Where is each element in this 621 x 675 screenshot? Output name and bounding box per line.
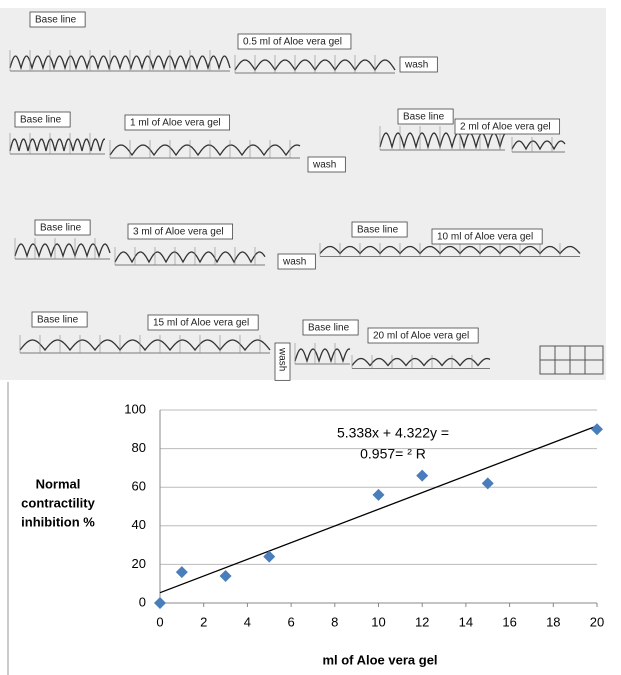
y-axis-title: Normal [36,476,81,491]
x-tick-label: 2 [200,614,207,629]
tracing-label: wash [404,60,428,71]
x-tick-label: 14 [459,614,473,629]
tracing-label: 10 ml of Aloe vera gel [437,232,533,243]
tracing-label: 15 ml of Aloe vera gel [153,318,249,329]
tracing-label: Base line [403,112,445,123]
x-axis-title: ml of Aloe vera gel [322,652,437,667]
point [591,423,603,435]
point [154,597,166,609]
point [416,470,428,482]
tracing-label: Base line [40,223,82,234]
x-tick-label: 8 [331,614,338,629]
y-tick-label: 80 [132,440,146,455]
tracing-label: wash [282,257,306,268]
point [373,489,385,501]
x-tick-label: 10 [371,614,385,629]
y-tick-label: 100 [124,401,146,416]
y-axis-title: contractility [21,495,95,510]
equation: 5.338x + 4.322y = [337,425,449,441]
tracing-label: 0.5 ml of Aloe vera gel [243,37,342,48]
tracing-label: Base line [357,225,399,236]
y-tick-label: 40 [132,517,146,532]
tracing-label: Base line [308,323,350,334]
point [220,570,232,582]
point [176,566,188,578]
x-tick-label: 6 [287,614,294,629]
tracing-label: Base line [35,15,77,26]
y-tick-label: 20 [132,556,146,571]
x-tick-label: 0 [156,614,163,629]
page: 5.338x + 4.322y = 0.957= ² R ml of Aloe … [0,0,621,675]
x-tick-label: 4 [244,614,251,629]
tracing-label: 2 ml of Aloe vera gel [460,122,551,133]
tracing-label: 3 ml of Aloe vera gel [133,227,224,238]
x-tick-label: 18 [546,614,560,629]
tracing-label: Base line [20,115,62,126]
tracing-label: wash [312,160,336,171]
x-tick-label: 20 [590,614,604,629]
x-tick-label: 16 [502,614,516,629]
tracing-label: Base line [37,315,79,326]
y-tick-label: 0 [139,594,146,609]
tracing-label: 1 ml of Aloe vera gel [130,118,221,129]
tracing-label: wash [276,347,287,371]
y-tick-label: 60 [132,479,146,494]
x-tick-label: 12 [415,614,429,629]
y-axis-title: inhibition % [21,514,95,529]
tracing-label: 20 ml of Aloe vera gel [373,331,469,342]
